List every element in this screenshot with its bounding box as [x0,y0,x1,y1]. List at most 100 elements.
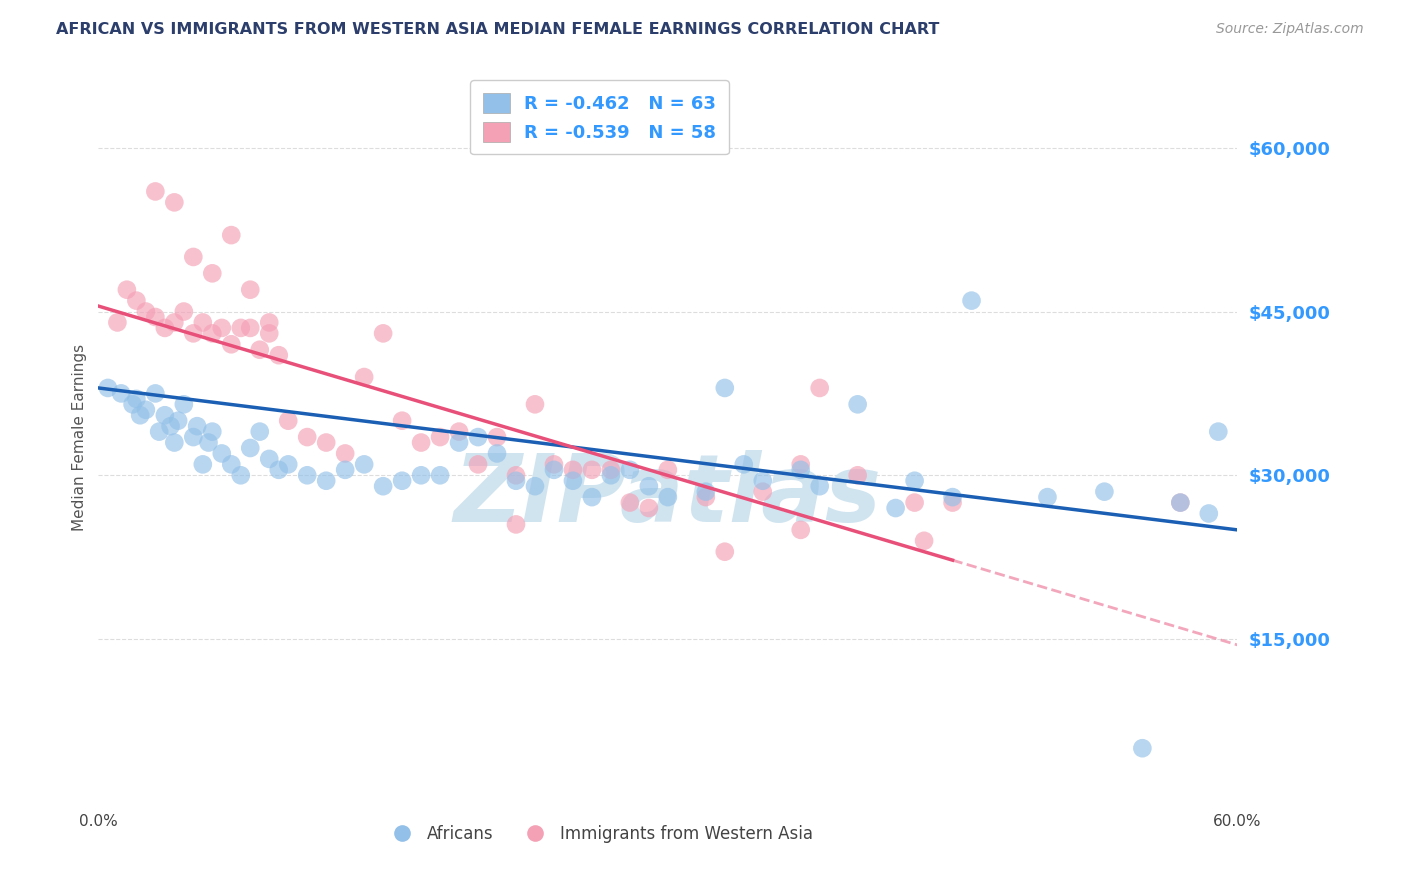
Point [411,435,433,450]
Point [191,458,214,472]
Point [201,326,224,341]
Point [486,430,509,444]
Legend: Africans, Immigrants from Western Asia: Africans, Immigrants from Western Asia [378,818,820,849]
Point [447,435,470,450]
Point [371,479,394,493]
Point [562,474,585,488]
Point [505,517,527,532]
Point [211,446,233,460]
Point [353,458,375,472]
Point [505,468,527,483]
Point [942,490,965,504]
Point [353,370,375,384]
Point [167,414,190,428]
Point [259,315,281,329]
Point [163,435,186,450]
Point [790,523,813,537]
Point [229,468,252,483]
Point [904,495,927,509]
Point [173,397,195,411]
Point [239,283,262,297]
Point [808,381,831,395]
Point [1170,495,1192,509]
Point [183,250,205,264]
Point [846,397,869,411]
Point [259,326,281,341]
Text: ZIPatlas: ZIPatlas [454,450,882,541]
Point [1132,741,1154,756]
Point [315,435,337,450]
Point [960,293,983,308]
Point [249,425,271,439]
Point [638,479,661,493]
Point [315,474,337,488]
Point [107,315,129,329]
Point [197,435,219,450]
Point [846,468,869,483]
Point [186,419,208,434]
Point [581,463,603,477]
Point [297,430,319,444]
Point [173,304,195,318]
Point [562,463,585,477]
Point [543,463,565,477]
Point [239,441,262,455]
Point [335,463,357,477]
Point [145,310,167,324]
Point [447,425,470,439]
Text: Source: ZipAtlas.com: Source: ZipAtlas.com [1216,22,1364,37]
Point [429,430,451,444]
Point [249,343,271,357]
Point [1198,507,1220,521]
Y-axis label: Median Female Earnings: Median Female Earnings [72,343,87,531]
Point [524,479,547,493]
Point [153,409,176,423]
Point [638,501,661,516]
Point [221,337,243,351]
Point [581,490,603,504]
Point [125,392,148,406]
Point [163,195,186,210]
Point [1094,484,1116,499]
Point [183,430,205,444]
Point [159,419,181,434]
Point [391,474,413,488]
Point [110,386,132,401]
Point [267,463,290,477]
Point [153,321,176,335]
Point [267,348,290,362]
Point [97,381,120,395]
Point [733,458,755,472]
Text: AFRICAN VS IMMIGRANTS FROM WESTERN ASIA MEDIAN FEMALE EARNINGS CORRELATION CHART: AFRICAN VS IMMIGRANTS FROM WESTERN ASIA … [56,22,939,37]
Point [524,397,547,411]
Point [884,501,907,516]
Point [145,185,167,199]
Point [201,425,224,439]
Point [148,425,170,439]
Point [411,468,433,483]
Point [191,315,214,329]
Point [129,409,152,423]
Point [790,463,813,477]
Point [221,228,243,243]
Point [467,458,489,472]
Point [429,468,451,483]
Point [695,490,717,504]
Point [543,458,565,472]
Point [229,321,252,335]
Point [1036,490,1059,504]
Point [201,266,224,280]
Point [183,326,205,341]
Point [277,414,299,428]
Point [221,458,243,472]
Point [211,321,233,335]
Point [297,468,319,483]
Point [808,479,831,493]
Point [657,463,679,477]
Point [942,495,965,509]
Point [335,446,357,460]
Point [115,283,138,297]
Point [752,474,775,488]
Point [391,414,413,428]
Point [904,474,927,488]
